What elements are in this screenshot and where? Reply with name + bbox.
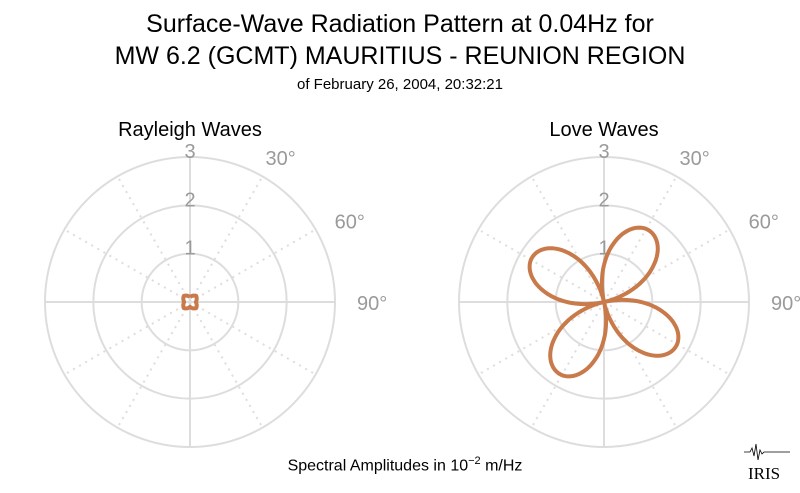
angle-spoke (63, 301, 191, 376)
angle-tick-label: 90° (357, 293, 387, 315)
angle-spoke (116, 175, 191, 303)
units-prefix: Spectral Amplitudes in 10 (287, 457, 469, 475)
angle-tick-label: 30° (680, 148, 710, 170)
radial-tick-label: 2 (598, 189, 609, 211)
radial-tick-label: 1 (598, 238, 609, 260)
angle-tick-label: 90° (771, 293, 800, 315)
iris-logo-text: IRIS (748, 464, 781, 483)
angle-spoke (603, 175, 678, 303)
angle-spoke (477, 228, 605, 303)
units-exponent: −2 (468, 455, 481, 467)
angle-spoke (189, 228, 317, 303)
angle-spoke (603, 228, 731, 303)
angle-spoke (603, 301, 678, 429)
angle-spoke (189, 175, 264, 303)
rayleigh-panel-title: Rayleigh Waves (118, 119, 262, 141)
units-unit: m/Hz (480, 457, 523, 475)
chart-title: Surface-Wave Radiation Pattern at 0.04Hz… (146, 10, 654, 38)
angle-spoke (530, 175, 605, 303)
radial-tick-label: 3 (184, 141, 195, 163)
love-radiation-curve (527, 225, 681, 379)
angle-spoke (189, 301, 317, 376)
chart-title-event: MW 6.2 (GCMT) MAURITIUS - REUNION REGION (114, 42, 686, 70)
radial-tick-label: 2 (184, 189, 195, 211)
angle-tick-label: 30° (266, 148, 296, 170)
angle-tick-label: 60° (335, 212, 365, 234)
angle-spoke (603, 301, 731, 376)
angle-spoke (530, 301, 605, 429)
chart-subtitle-date: of February 26, 2004, 20:32:21 (297, 76, 503, 93)
rayleigh-radiation-curve (181, 293, 199, 311)
angle-spoke (63, 228, 191, 303)
iris-logo (744, 443, 790, 461)
radial-tick-label: 3 (598, 141, 609, 163)
love-panel-title: Love Waves (549, 119, 659, 141)
angle-spoke (189, 301, 264, 429)
angle-spoke (477, 301, 605, 376)
amplitude-units-label: Spectral Amplitudes in 10−2 m/Hz (0, 455, 800, 475)
radial-tick-label: 1 (184, 238, 195, 260)
angle-spoke (116, 301, 191, 429)
angle-tick-label: 60° (749, 212, 779, 234)
